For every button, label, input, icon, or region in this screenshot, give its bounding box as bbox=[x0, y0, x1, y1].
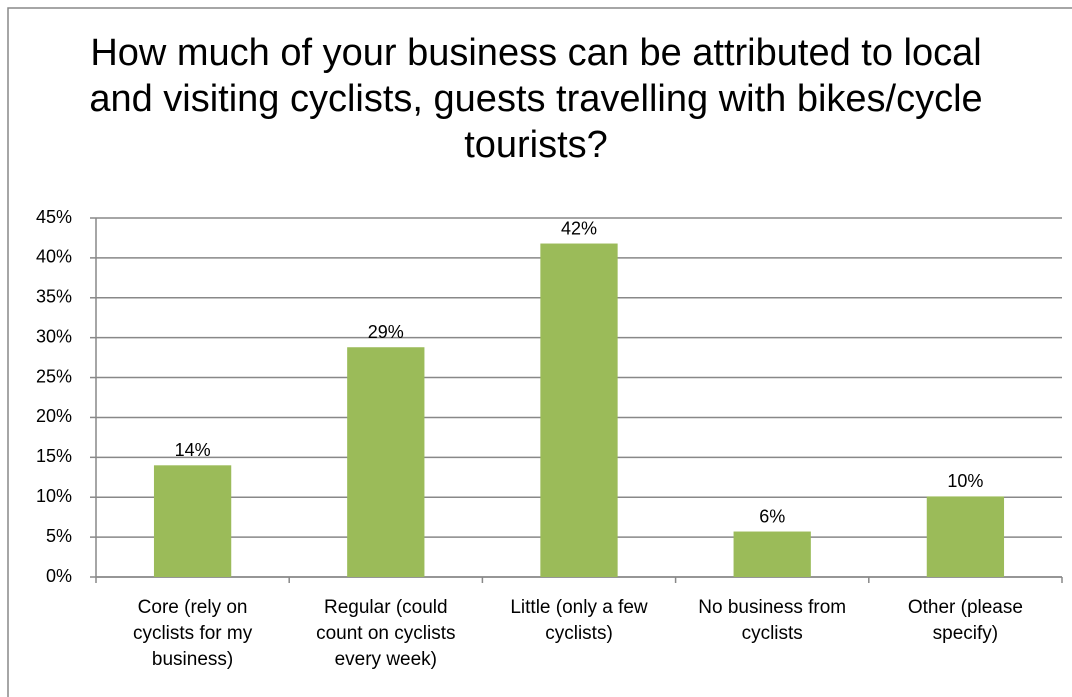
y-tick-label: 35% bbox=[36, 287, 72, 307]
data-label: 14% bbox=[175, 440, 211, 460]
x-tick-label: Other (please specify) bbox=[907, 597, 1023, 644]
x-tick-label: No business from cyclists bbox=[698, 597, 847, 644]
y-tick-label: 45% bbox=[36, 207, 72, 227]
bar bbox=[347, 347, 425, 577]
x-tick-label: Core (rely on cyclists for my business) bbox=[132, 597, 253, 670]
chart-title: How much of your business can be attribu… bbox=[89, 32, 983, 166]
chart-frame bbox=[7, 7, 1072, 697]
y-tick-label: 40% bbox=[36, 247, 72, 267]
data-label: 6% bbox=[759, 506, 785, 526]
data-label: 42% bbox=[561, 218, 597, 238]
bar bbox=[926, 496, 1005, 577]
y-tick-label: 10% bbox=[36, 486, 72, 506]
data-label: 29% bbox=[368, 322, 404, 342]
x-tick-label: Regular (could count on cyclists every w… bbox=[316, 597, 456, 670]
y-tick-label: 15% bbox=[36, 446, 72, 466]
bar bbox=[733, 531, 811, 577]
y-tick-label: 5% bbox=[46, 526, 72, 546]
y-tick-label: 30% bbox=[36, 326, 72, 346]
data-label: 10% bbox=[947, 471, 983, 491]
bar bbox=[540, 243, 618, 578]
y-tick-label: 25% bbox=[36, 366, 72, 386]
y-tick-label: 0% bbox=[46, 566, 72, 586]
y-tick-label: 20% bbox=[36, 406, 72, 426]
bar bbox=[153, 465, 232, 577]
x-tick-label: Little (only a few cyclists) bbox=[510, 597, 648, 644]
